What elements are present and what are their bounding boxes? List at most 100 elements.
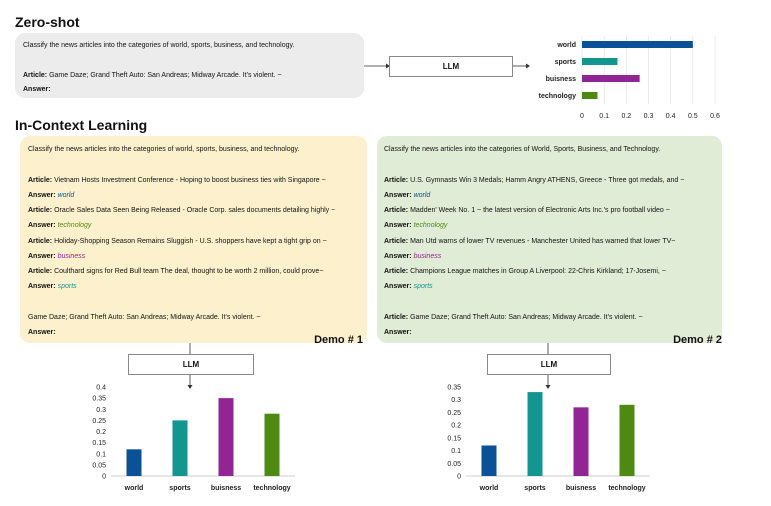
category-label: sports: [169, 485, 191, 492]
bar-technology: [264, 413, 280, 476]
demo2-llm-box: LLM: [487, 354, 611, 375]
bar-buisness: [582, 75, 640, 82]
answer-label: Answer:: [384, 283, 412, 290]
llm-label: LLM: [182, 360, 200, 369]
demo1-label: Demo # 1: [314, 334, 363, 346]
answer-value: technology: [57, 222, 92, 229]
tick-label: 0.4: [666, 113, 676, 120]
answer-value: technology: [413, 222, 448, 229]
demo1-query-article: Game Daze; Grand Theft Auto: San Andreas…: [28, 313, 261, 322]
tick-label: 0: [102, 474, 106, 481]
article-text: Game Daze; Grand Theft Auto: San Andreas…: [410, 314, 643, 321]
tick-label: 0.2: [451, 423, 461, 430]
tick-label: 0.4: [96, 385, 106, 392]
answer-label: Answer:: [384, 253, 412, 260]
article-label: Article:: [28, 238, 53, 245]
bar-technology: [619, 404, 635, 476]
demo2-label: Demo # 2: [673, 334, 722, 346]
demo1-example-4-answer: Answer: sports: [28, 282, 77, 291]
zeroshot-article: Article: Game Daze; Grand Theft Auto: Sa…: [23, 71, 282, 80]
demo1-instruction: Classify the news articles into the cate…: [28, 146, 300, 153]
tick-label: 0: [580, 113, 584, 120]
article-label: Article:: [384, 207, 409, 214]
answer-label: Answer:: [28, 283, 56, 290]
answer-value: sports: [413, 283, 433, 290]
demo1-example-2-article: Article: Oracle Sales Data Seen Being Re…: [28, 206, 335, 215]
answer-value: business: [413, 253, 442, 260]
answer-value: world: [57, 192, 75, 199]
article-label: Article:: [384, 314, 409, 321]
article-label: Article:: [28, 268, 53, 275]
article-text: Oracle Sales Data Seen Being Released - …: [54, 207, 336, 214]
demo2-example-1-answer: Answer: world: [384, 191, 430, 200]
demo2-example-2-article: Article: Madden' Week No. 1 ~ the latest…: [384, 206, 670, 215]
category-label: buisness: [546, 76, 576, 83]
article-text: Game Daze; Grand Theft Auto: San Andreas…: [49, 72, 282, 79]
article-text: Vietnam Hosts Investment Conference - Ho…: [54, 177, 326, 184]
demo2-bar-chart: 0 0.05 0.1 0.15 0.2 0.25 0.3 0.35 world sports bui…: [447, 385, 650, 492]
article-text: Game Daze; Grand Theft Auto: San Andreas…: [28, 314, 261, 321]
article-label: Article:: [384, 177, 409, 184]
llm-label: LLM: [442, 62, 460, 71]
article-label: Article:: [28, 177, 53, 184]
demo2-example-3-answer: Answer: business: [384, 252, 441, 261]
article-text: Champions League matches in Group A Live…: [410, 268, 666, 275]
bar-buisness: [218, 398, 234, 476]
zeroshot-instruction: Classify the news articles into the cate…: [23, 42, 295, 49]
demo2-example-2-answer: Answer: technology: [384, 221, 447, 230]
category-label: sports: [555, 59, 577, 66]
demo2-query-article: Article: Game Daze; Grand Theft Auto: Sa…: [384, 313, 643, 322]
answer-label: Answer:: [28, 253, 56, 260]
demo1-example-3-answer: Answer: business: [28, 252, 85, 261]
bar-technology: [582, 92, 598, 99]
category-label: technology: [539, 93, 576, 100]
category-label: technology: [608, 485, 645, 492]
zeroshot-heading: Zero-shot: [15, 14, 80, 30]
article-label: Article:: [28, 207, 53, 214]
tick-label: 0.3: [96, 407, 106, 414]
tick-label: 0.15: [447, 435, 461, 442]
bar-sports: [527, 392, 543, 476]
article-label: Article:: [23, 72, 48, 79]
demo2-example-1-article: Article: U.S. Gymnasts Win 3 Medals; Ham…: [384, 176, 684, 185]
demo2-instruction: Classify the news articles into the cate…: [384, 146, 661, 153]
zeroshot-bar-chart: 0 0.1 0.2 0.3 0.4 0.5 0.6 world sports buisness te…: [539, 36, 720, 120]
bar-world: [126, 449, 142, 476]
article-text: U.S. Gymnasts Win 3 Medals; Hamm Angry A…: [410, 177, 685, 184]
category-label: world: [556, 42, 576, 49]
tick-label: 0.15: [92, 440, 106, 447]
bar-sports: [582, 58, 618, 65]
tick-label: 0.1: [96, 451, 106, 458]
bar-world: [582, 41, 693, 48]
demo2-example-4-article: Article: Champions League matches in Gro…: [384, 267, 666, 276]
tick-label: 0.25: [447, 410, 461, 417]
article-text: Holiday-Shopping Season Remains Sluggish…: [54, 238, 327, 245]
zeroshot-prompt-box: Classify the news articles into the cate…: [15, 33, 364, 98]
answer-label: Answer:: [28, 222, 56, 229]
zeroshot-llm-box: LLM: [389, 56, 513, 77]
tick-label: 0.6: [710, 113, 720, 120]
demo1-llm-box: LLM: [128, 354, 254, 375]
article-text: Madden' Week No. 1 ~ the latest version …: [410, 207, 670, 214]
icl-arrows: [187, 343, 551, 389]
demo1-example-1-answer: Answer: world: [28, 191, 74, 200]
article-label: Article:: [384, 268, 409, 275]
icl-heading: In-Context Learning: [15, 117, 148, 133]
category-label: technology: [253, 485, 290, 492]
answer-label: Answer:: [384, 222, 412, 229]
demo2-query-answer: Answer:: [384, 329, 412, 336]
demo1-bar-chart: 0 0.05 0.1 0.15 0.2 0.25 0.3 0.35 0.4 world sports…: [92, 385, 295, 492]
tick-label: 0.2: [96, 429, 106, 436]
answer-label: Answer:: [384, 192, 412, 199]
article-text: Coulthard signs for Red Bull team The de…: [54, 268, 324, 275]
bar-sports: [172, 420, 188, 476]
zeroshot-arrows: [364, 63, 530, 69]
answer-value: world: [413, 192, 431, 199]
category-label: sports: [524, 485, 546, 492]
demo2-box: Classify the news articles into the cate…: [377, 136, 722, 346]
tick-label: 0.2: [621, 113, 631, 120]
demo1-example-2-answer: Answer: technology: [28, 221, 91, 230]
tick-label: 0.05: [92, 462, 106, 469]
category-label: buisness: [211, 485, 241, 492]
category-label: world: [479, 485, 499, 492]
